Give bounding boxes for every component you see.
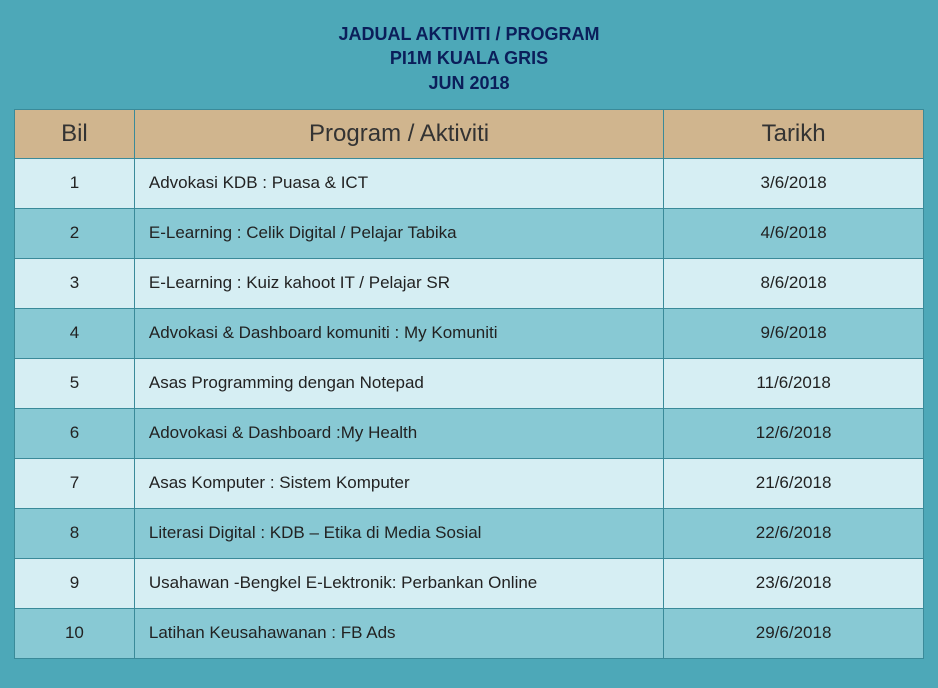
- title-line-2: PI1M KUALA GRIS: [14, 46, 924, 70]
- cell-tarikh: 23/6/2018: [664, 558, 924, 608]
- cell-program: Asas Komputer : Sistem Komputer: [134, 458, 663, 508]
- title-line-1: JADUAL AKTIVITI / PROGRAM: [14, 22, 924, 46]
- cell-program: E-Learning : Kuiz kahoot IT / Pelajar SR: [134, 258, 663, 308]
- cell-bil: 6: [15, 408, 135, 458]
- table-row: 4 Advokasi & Dashboard komuniti : My Kom…: [15, 308, 924, 358]
- cell-program: Literasi Digital : KDB – Etika di Media …: [134, 508, 663, 558]
- title-block: JADUAL AKTIVITI / PROGRAM PI1M KUALA GRI…: [14, 14, 924, 109]
- cell-bil: 7: [15, 458, 135, 508]
- table-row: 8 Literasi Digital : KDB – Etika di Medi…: [15, 508, 924, 558]
- table-row: 1 Advokasi KDB : Puasa & ICT 3/6/2018: [15, 158, 924, 208]
- cell-bil: 4: [15, 308, 135, 358]
- cell-bil: 10: [15, 608, 135, 658]
- cell-tarikh: 11/6/2018: [664, 358, 924, 408]
- header-row: Bil Program / Aktiviti Tarikh: [15, 109, 924, 158]
- cell-program: Adovokasi & Dashboard :My Health: [134, 408, 663, 458]
- cell-bil: 1: [15, 158, 135, 208]
- container: JADUAL AKTIVITI / PROGRAM PI1M KUALA GRI…: [0, 0, 938, 688]
- col-bil: Bil: [15, 109, 135, 158]
- cell-bil: 8: [15, 508, 135, 558]
- table-row: 6 Adovokasi & Dashboard :My Health 12/6/…: [15, 408, 924, 458]
- cell-bil: 5: [15, 358, 135, 408]
- cell-tarikh: 12/6/2018: [664, 408, 924, 458]
- cell-tarikh: 4/6/2018: [664, 208, 924, 258]
- cell-program: Advokasi & Dashboard komuniti : My Komun…: [134, 308, 663, 358]
- cell-program: Asas Programming dengan Notepad: [134, 358, 663, 408]
- cell-bil: 2: [15, 208, 135, 258]
- cell-tarikh: 8/6/2018: [664, 258, 924, 308]
- table-row: 7 Asas Komputer : Sistem Komputer 21/6/2…: [15, 458, 924, 508]
- table-row: 5 Asas Programming dengan Notepad 11/6/2…: [15, 358, 924, 408]
- table-row: 10 Latihan Keusahawanan : FB Ads 29/6/20…: [15, 608, 924, 658]
- col-program: Program / Aktiviti: [134, 109, 663, 158]
- col-tarikh: Tarikh: [664, 109, 924, 158]
- cell-tarikh: 29/6/2018: [664, 608, 924, 658]
- cell-bil: 9: [15, 558, 135, 608]
- table-row: 3 E-Learning : Kuiz kahoot IT / Pelajar …: [15, 258, 924, 308]
- cell-program: Usahawan -Bengkel E-Lektronik: Perbankan…: [134, 558, 663, 608]
- title-line-3: JUN 2018: [14, 71, 924, 95]
- cell-tarikh: 9/6/2018: [664, 308, 924, 358]
- cell-tarikh: 22/6/2018: [664, 508, 924, 558]
- cell-program: Latihan Keusahawanan : FB Ads: [134, 608, 663, 658]
- cell-program: Advokasi KDB : Puasa & ICT: [134, 158, 663, 208]
- cell-tarikh: 21/6/2018: [664, 458, 924, 508]
- cell-tarikh: 3/6/2018: [664, 158, 924, 208]
- schedule-table: Bil Program / Aktiviti Tarikh 1 Advokasi…: [14, 109, 924, 659]
- table-row: 9 Usahawan -Bengkel E-Lektronik: Perbank…: [15, 558, 924, 608]
- cell-program: E-Learning : Celik Digital / Pelajar Tab…: [134, 208, 663, 258]
- cell-bil: 3: [15, 258, 135, 308]
- table-row: 2 E-Learning : Celik Digital / Pelajar T…: [15, 208, 924, 258]
